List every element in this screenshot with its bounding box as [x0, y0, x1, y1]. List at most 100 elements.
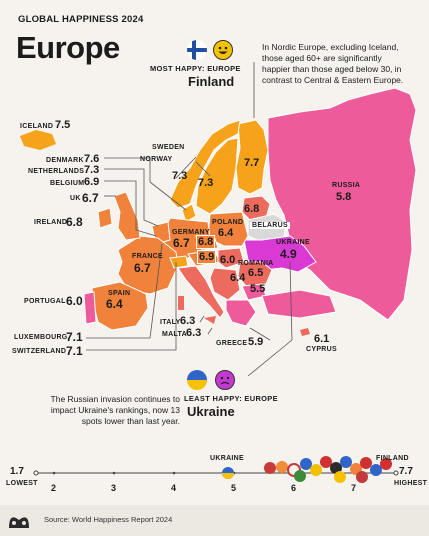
- label-germany: GERMANY: [172, 229, 210, 236]
- leader-denmark: [104, 157, 187, 211]
- label-ireland: IRELAND: [34, 219, 68, 226]
- least-happy-country: Ukraine: [187, 404, 235, 419]
- leader-netherlands: [104, 168, 159, 227]
- norway-region: [169, 119, 241, 209]
- value-iceland: 7.5: [55, 119, 71, 131]
- value-norway: 7.3: [172, 170, 188, 182]
- kicker-text: GLOBAL HAPPINESS 2024: [18, 14, 144, 25]
- label-ukraine: UKRAINE: [276, 239, 310, 246]
- scale-max-value: 7.7: [399, 466, 413, 477]
- scale-max-label: HIGHEST: [394, 480, 428, 487]
- greece-region: [225, 299, 257, 327]
- value-ireland: 6.8: [66, 215, 83, 229]
- value-romania: 6.5: [248, 267, 264, 279]
- value-sweden: 7.3: [198, 177, 214, 189]
- cyprus-region: [300, 328, 310, 336]
- value-baltic: 6.8: [244, 203, 260, 215]
- scale-tick-label-5: 5: [231, 483, 237, 493]
- leader-ukraine: [247, 261, 293, 377]
- value-serbia: 6.4: [230, 272, 246, 284]
- most-happy-country: Finland: [188, 74, 235, 89]
- value-netherlands: 7.3: [84, 164, 100, 176]
- scale-flag-cluster: [264, 456, 392, 483]
- value-portugal: 6.0: [66, 294, 83, 308]
- label-poland: POLAND: [212, 219, 244, 226]
- scale-tick-label-7: 7: [351, 483, 357, 493]
- page-title: Europe: [16, 30, 120, 65]
- romania-region: [237, 261, 273, 287]
- scale-min-label: LOWEST: [6, 480, 38, 487]
- value-greece: 5.9: [248, 336, 264, 348]
- label-uk: UK: [70, 195, 81, 202]
- label-greece: GREECE: [216, 340, 248, 347]
- denmark-region: [181, 203, 197, 223]
- leader-luxembourg: [86, 243, 163, 339]
- hungary-region: [217, 247, 245, 269]
- label-norway: NORWAY: [140, 156, 173, 163]
- value-belgium: 6.9: [84, 176, 100, 188]
- scale-tick-label-2: 2: [51, 483, 57, 493]
- value-spain: 6.4: [106, 297, 123, 311]
- label-france: FRANCE: [132, 253, 163, 260]
- sardinia-region: [178, 296, 184, 310]
- value-malta: 6.3: [186, 327, 202, 339]
- label-italy: ITALY: [160, 319, 181, 326]
- happiness-scale: [33, 456, 399, 483]
- finland-flag-icon: [187, 40, 207, 60]
- value-denmark: 7.6: [84, 153, 100, 165]
- label-belarus: BELARUS: [250, 222, 290, 229]
- ireland-region: [97, 207, 113, 229]
- footer-bar: [0, 505, 429, 536]
- value-russia: 5.8: [336, 191, 352, 203]
- value-czechia: 6.8: [195, 235, 216, 249]
- scale-min-value: 1.7: [10, 466, 24, 477]
- leader-italy: [199, 315, 205, 323]
- france-region: [117, 235, 179, 295]
- value-poland: 6.4: [218, 227, 234, 239]
- label-spain: SPAIN: [108, 290, 131, 297]
- scale-ukraine-flag-icon: [222, 467, 234, 479]
- sweden-region: [195, 137, 239, 215]
- value-france: 6.7: [134, 261, 151, 275]
- header-note: In Nordic Europe, excluding Iceland, tho…: [262, 42, 404, 85]
- value-luxembourg: 7.1: [66, 330, 83, 344]
- scale-ukraine-label: UKRAINE: [210, 455, 244, 462]
- label-luxembourg: LUXEMBOURG: [14, 334, 68, 341]
- scale-tick-label-3: 3: [111, 483, 117, 493]
- label-cyprus: CYPRUS: [306, 346, 337, 353]
- value-austria: 6.9: [196, 250, 217, 264]
- label-iceland: ICELAND: [20, 123, 54, 130]
- value-ukraine: 4.9: [280, 247, 297, 261]
- scale-finland-label: FINLAND: [376, 455, 409, 462]
- uk-region: [113, 191, 141, 241]
- source-text: Source: World Happiness Report 2024: [44, 515, 173, 524]
- least-happy-note: The Russian invasion continues to impact…: [50, 394, 180, 426]
- label-russia: RUSSIA: [332, 182, 361, 189]
- label-switzerland: SWITZERLAND: [12, 348, 67, 355]
- ukraine-flag-icon: [187, 370, 207, 390]
- scale-tick-label-6: 6: [291, 483, 297, 493]
- scale-tick-3: [112, 471, 116, 475]
- finland-region: [235, 119, 269, 195]
- value-finland: 7.7: [244, 157, 260, 169]
- scale-tick-2: [52, 471, 56, 475]
- leader-greece: [249, 327, 271, 341]
- leader-sweden: [195, 161, 211, 177]
- value-germany: 6.7: [173, 236, 190, 250]
- value-switzerland: 7.1: [66, 344, 83, 358]
- value-hungary: 6.0: [220, 254, 236, 266]
- leader-malta: [207, 327, 213, 335]
- label-belgium: BELGIUM: [50, 180, 85, 187]
- label-malta: MALTA: [162, 331, 187, 338]
- label-portugal: PORTUGAL: [24, 298, 66, 305]
- leader-switzerland: [86, 262, 177, 351]
- iceland-region: [20, 130, 56, 150]
- label-sweden: SWEDEN: [152, 144, 185, 151]
- leader-norway: [175, 156, 197, 179]
- label-romania: ROMANIA: [238, 260, 274, 267]
- value-uk: 6.7: [82, 191, 99, 205]
- turkey-region: [261, 289, 337, 319]
- happy-face-icon: [213, 40, 233, 60]
- most-happy-label: MOST HAPPY: EUROPE: [150, 64, 241, 73]
